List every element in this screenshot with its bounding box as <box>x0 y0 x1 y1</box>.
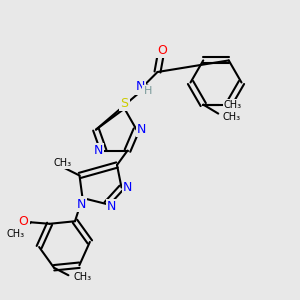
Text: CH₃: CH₃ <box>74 272 92 282</box>
Text: N: N <box>137 123 147 136</box>
Text: H: H <box>143 86 152 96</box>
Text: N: N <box>123 181 132 194</box>
Text: N: N <box>136 80 145 94</box>
Text: S: S <box>121 97 128 110</box>
Text: N: N <box>76 197 86 211</box>
Text: CH₃: CH₃ <box>6 229 24 239</box>
Text: CH₃: CH₃ <box>223 112 241 122</box>
Text: N: N <box>107 200 117 213</box>
Text: CH₃: CH₃ <box>224 100 242 110</box>
Text: N: N <box>93 144 103 157</box>
Text: O: O <box>157 44 167 57</box>
Text: O: O <box>19 215 28 228</box>
Text: CH₃: CH₃ <box>53 158 71 169</box>
